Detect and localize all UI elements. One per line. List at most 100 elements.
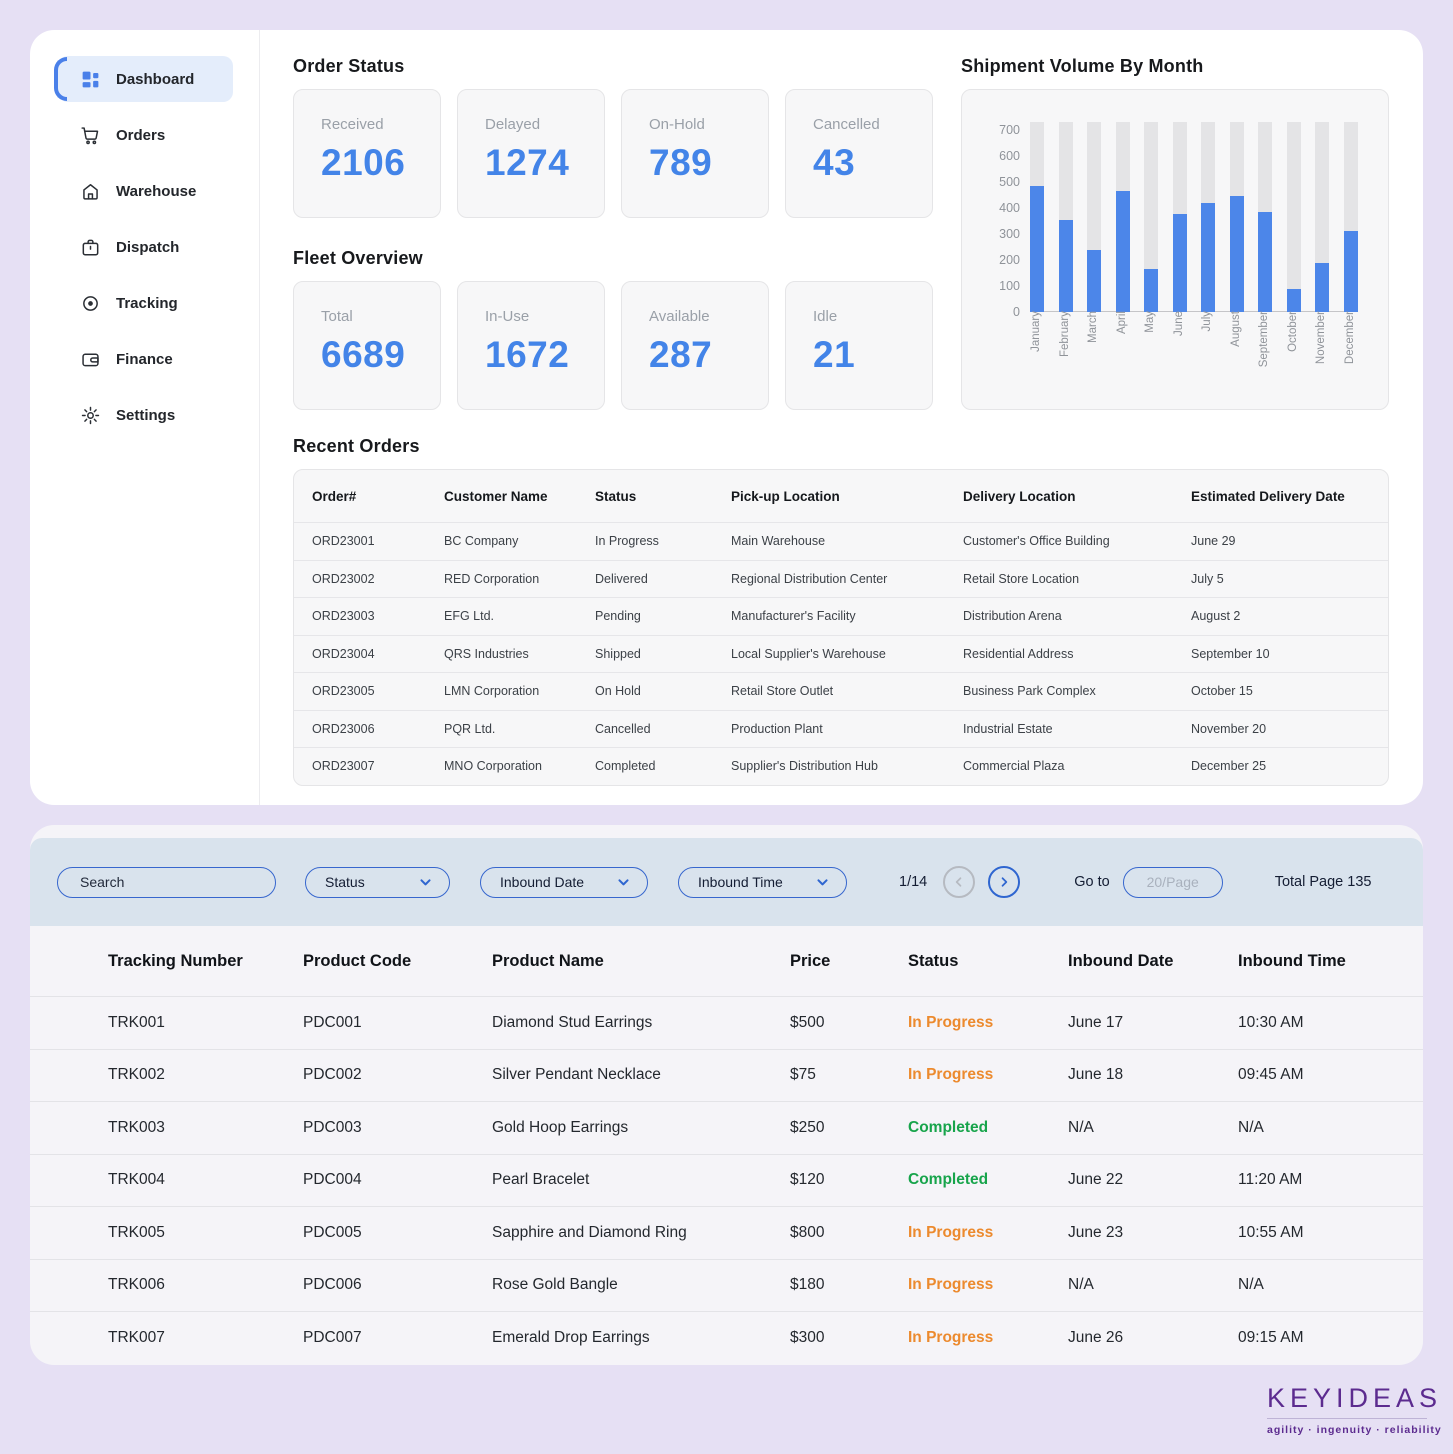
column-header-order: Order#: [312, 488, 357, 504]
search-input[interactable]: [80, 874, 275, 890]
briefcase-icon: [80, 237, 101, 258]
cell-status: In Progress: [908, 1328, 994, 1346]
table-row[interactable]: ORD23001 BC Company In Progress Main Wareho…: [294, 522, 1388, 560]
table-row[interactable]: ORD23002 RED Corporation Delivered Regional…: [294, 559, 1388, 598]
x-tick-label: December: [1343, 311, 1356, 365]
cell-time: 10:30 AM: [1238, 1013, 1304, 1031]
y-tick-label: 600: [999, 148, 1020, 163]
cell-date: June 22: [1068, 1171, 1124, 1189]
cell-date: June 18: [1068, 1066, 1124, 1084]
chart-bar-october: [1286, 288, 1301, 312]
stat-card-label: Cancelled: [813, 116, 880, 133]
cell-name: Rose Gold Bangle: [492, 1276, 618, 1294]
cell-code: PDC007: [303, 1328, 362, 1346]
x-tick-label: June: [1172, 311, 1185, 336]
column-header-delivery-location: Delivery Location: [963, 488, 1076, 504]
cell-date: June 23: [1068, 1223, 1124, 1241]
cell-tracking: TRK002: [108, 1066, 165, 1084]
table-row[interactable]: TRK005 PDC005 Sapphire and Diamond Ring $80…: [30, 1206, 1423, 1259]
next-page-button[interactable]: [988, 866, 1021, 898]
filter-dropdown-inbound-time[interactable]: Inbound Time: [678, 866, 847, 898]
column-header-product-name: Product Name: [492, 951, 604, 970]
cell-eta: July 5: [1191, 571, 1224, 586]
cell-tracking: TRK007: [108, 1328, 165, 1346]
table-row[interactable]: TRK007 PDC007 Emerald Drop Earrings $300 In …: [30, 1311, 1423, 1364]
x-tick-label: September: [1258, 311, 1271, 368]
stat-card-value: 43: [813, 142, 856, 183]
chart-column-august: [1229, 122, 1244, 312]
cell-price: $800: [790, 1223, 825, 1241]
per-page-input[interactable]: [1128, 874, 1217, 890]
stat-card-label: Available: [649, 308, 710, 325]
dropdown-label: Inbound Date: [500, 874, 585, 890]
sidebar-item-label: Warehouse: [116, 182, 197, 200]
table-row[interactable]: TRK004 PDC004 Pearl Bracelet $120 Completed J…: [30, 1153, 1423, 1207]
sidebar-item-settings[interactable]: Settings: [58, 392, 233, 438]
cell-status: In Progress: [908, 1013, 994, 1031]
cell-pickup: Production Plant: [731, 721, 823, 736]
cell-price: $300: [790, 1328, 825, 1346]
stat-card-value: 21: [813, 334, 856, 375]
table-row[interactable]: ORD23005 LMN Corporation On Hold Retail Sto…: [294, 672, 1388, 710]
sidebar-item-dispatch[interactable]: Dispatch: [58, 224, 233, 270]
sidebar-item-tracking[interactable]: Tracking: [58, 280, 233, 326]
chart-title: Shipment Volume By Month: [961, 56, 1204, 76]
chart-column-november: [1315, 122, 1330, 312]
stat-card-label: Idle: [813, 308, 838, 325]
cell-eta: August 2: [1191, 609, 1241, 624]
warehouse-icon: [80, 181, 101, 202]
cell-code: PDC006: [303, 1276, 362, 1294]
table-row[interactable]: TRK003 PDC003 Gold Hoop Earrings $250 Comple…: [30, 1101, 1423, 1154]
search-field[interactable]: [57, 866, 276, 898]
cell-date: N/A: [1068, 1276, 1094, 1294]
dropdown-label: Inbound Time: [698, 874, 783, 890]
column-header-pick-up-location: Pick-up Location: [731, 488, 840, 504]
chart-column-september: [1258, 122, 1273, 312]
y-tick-label: 700: [999, 122, 1020, 137]
y-tick-label: 100: [999, 278, 1020, 293]
cell-date: N/A: [1068, 1118, 1094, 1136]
table-row[interactable]: ORD23003 EFG Ltd. Pending Manufacturer's Fa…: [294, 597, 1388, 635]
sidebar-item-warehouse[interactable]: Warehouse: [58, 168, 233, 214]
table-row[interactable]: TRK002 PDC002 Silver Pendant Necklace $75 In…: [30, 1048, 1423, 1102]
cell-eta: June 29: [1191, 534, 1236, 549]
sidebar-item-orders[interactable]: Orders: [58, 112, 233, 158]
prev-page-button[interactable]: [943, 866, 976, 898]
table-row[interactable]: ORD23006 PQR Ltd. Cancelled Production Plan…: [294, 709, 1388, 748]
cell-delivery: Customer's Office Building: [963, 534, 1110, 549]
cell-tracking: TRK005: [108, 1223, 165, 1241]
filter-dropdown-inbound-date[interactable]: Inbound Date: [480, 866, 648, 898]
y-tick-label: 200: [999, 252, 1020, 267]
sidebar-item-dashboard[interactable]: Dashboard: [54, 56, 233, 102]
order-status-title: Order Status: [293, 56, 405, 76]
table-row[interactable]: ORD23004 QRS Industries Shipped Local Suppl…: [294, 634, 1388, 673]
cell-price: $120: [790, 1171, 825, 1189]
chart-column-february: [1058, 122, 1073, 312]
table-row[interactable]: TRK006 PDC006 Rose Gold Bangle $180 In Progr…: [30, 1258, 1423, 1312]
chart-column-december: [1343, 122, 1358, 312]
brand-tagline: agility · ingenuity · reliability: [1267, 1418, 1441, 1436]
fleet-overview-cards: Total 6689 In-Use 1672 Available 287 Idle 21: [293, 281, 934, 410]
sidebar-item-label: Dispatch: [116, 238, 180, 256]
table-row[interactable]: ORD23007 MNO Corporation Completed Supplier…: [294, 747, 1388, 785]
per-page-field[interactable]: [1122, 866, 1223, 898]
stat-card-label: Total: [321, 308, 353, 325]
cell-time: N/A: [1238, 1276, 1264, 1294]
x-label-slot: January: [1030, 311, 1044, 396]
sidebar-item-finance[interactable]: Finance: [58, 336, 233, 382]
sidebar-item-label: Finance: [116, 350, 173, 368]
column-header-price: Price: [790, 951, 831, 970]
wallet-icon: [80, 349, 101, 370]
column-header-status: Status: [595, 488, 637, 504]
sidebar-item-label: Dashboard: [116, 70, 195, 88]
x-label-slot: October: [1287, 311, 1301, 396]
dropdown-label: Status: [325, 874, 365, 890]
filter-dropdown-status[interactable]: Status: [305, 866, 450, 898]
chart-column-march: [1087, 122, 1102, 312]
x-tick-label: May: [1144, 311, 1157, 333]
brand-logo: KEYIDEAS agility · ingenuity · reliabili…: [1267, 1383, 1441, 1436]
dashboard-icon: [80, 69, 101, 90]
cell-pickup: Supplier's Distribution Hub: [731, 759, 878, 774]
chart-bar-august: [1229, 196, 1244, 312]
table-row[interactable]: TRK001 PDC001 Diamond Stud Earrings $500 In …: [30, 996, 1423, 1049]
